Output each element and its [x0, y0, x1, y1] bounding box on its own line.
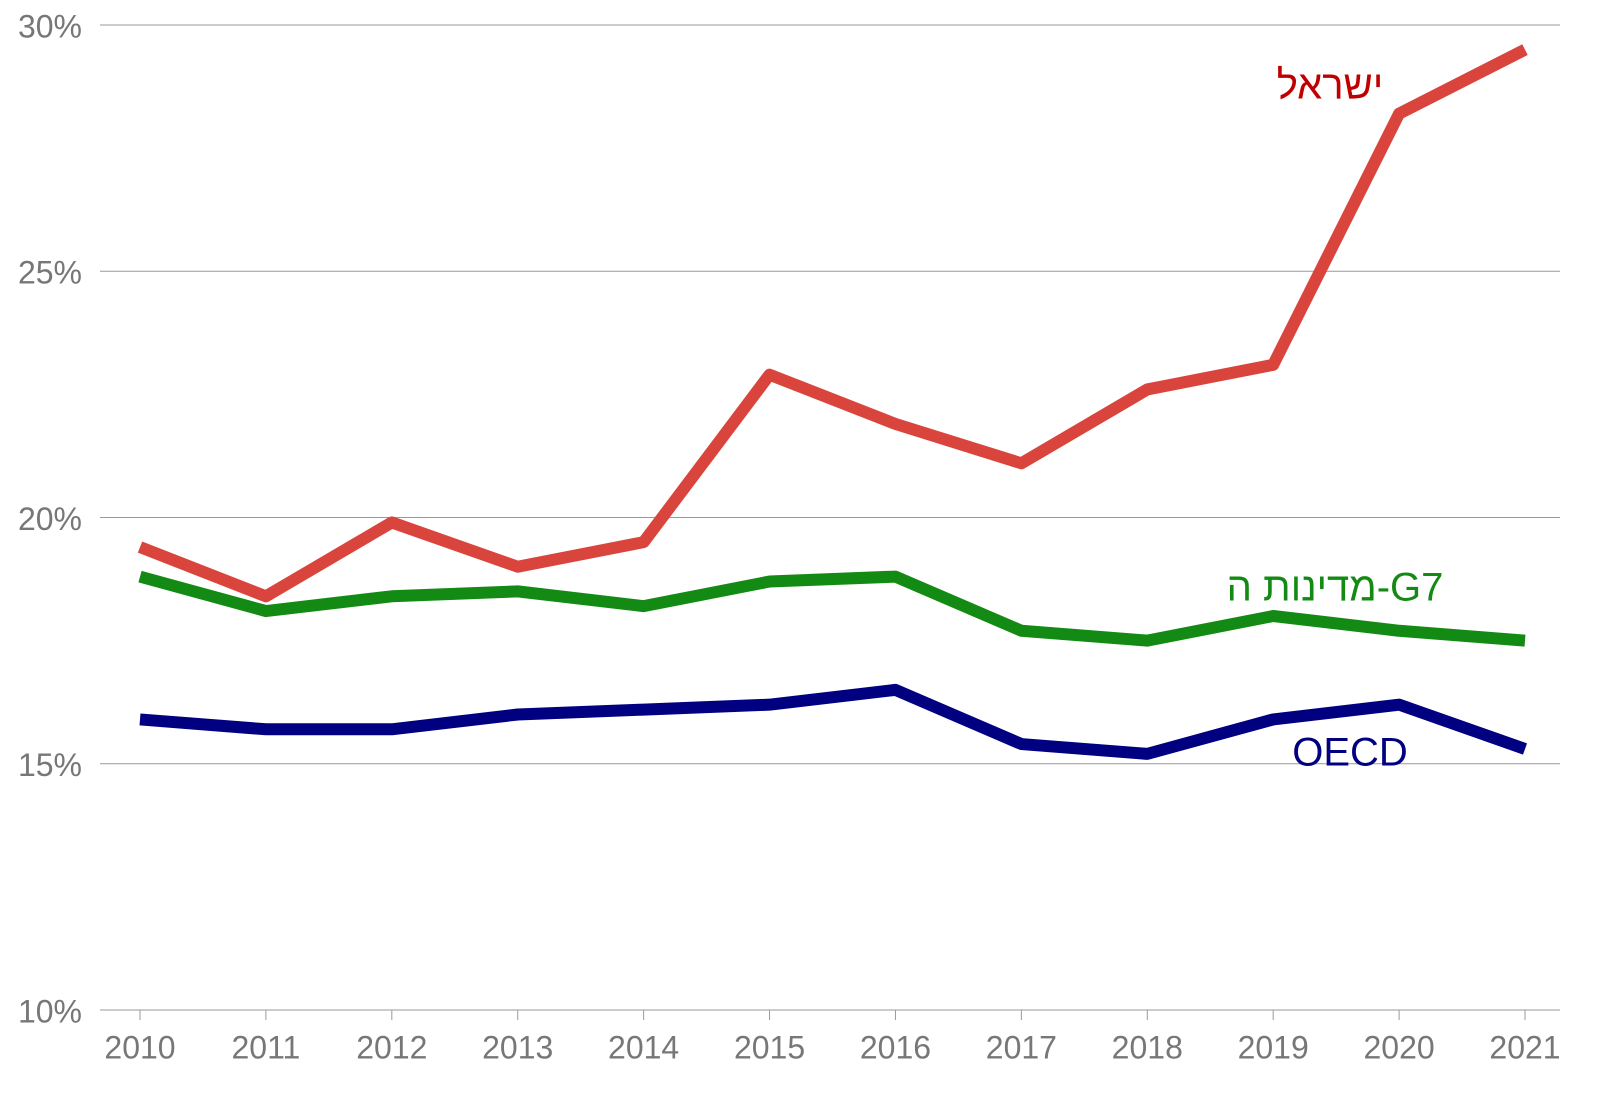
- y-tick-label: 20%: [18, 501, 82, 537]
- y-tick-label: 30%: [18, 8, 82, 44]
- y-tick-label: 10%: [18, 993, 82, 1029]
- series-label: ישראל: [1277, 64, 1383, 108]
- y-tick-label: 25%: [18, 255, 82, 291]
- x-tick-label: 2013: [482, 1029, 553, 1065]
- series-label: מדינות ה-G7: [1227, 566, 1444, 610]
- series-label: OECD: [1292, 731, 1408, 775]
- x-tick-label: 2020: [1363, 1029, 1434, 1065]
- x-tick-label: 2011: [232, 1029, 301, 1065]
- series-line: [138, 570, 1526, 647]
- x-tick-label: 2021: [1489, 1029, 1560, 1065]
- x-tick-label: 2018: [1112, 1029, 1183, 1065]
- y-tick-label: 15%: [18, 747, 82, 783]
- series-line: [137, 44, 1528, 603]
- x-tick-label: 2012: [356, 1029, 427, 1065]
- x-tick-label: 2017: [986, 1029, 1057, 1065]
- x-tick-label: 2010: [104, 1029, 175, 1065]
- x-tick-label: 2014: [608, 1029, 679, 1065]
- x-tick-label: 2019: [1238, 1029, 1309, 1065]
- x-tick-label: 2016: [860, 1029, 931, 1065]
- x-tick-label: 2015: [734, 1029, 805, 1065]
- series-line: [139, 683, 1527, 760]
